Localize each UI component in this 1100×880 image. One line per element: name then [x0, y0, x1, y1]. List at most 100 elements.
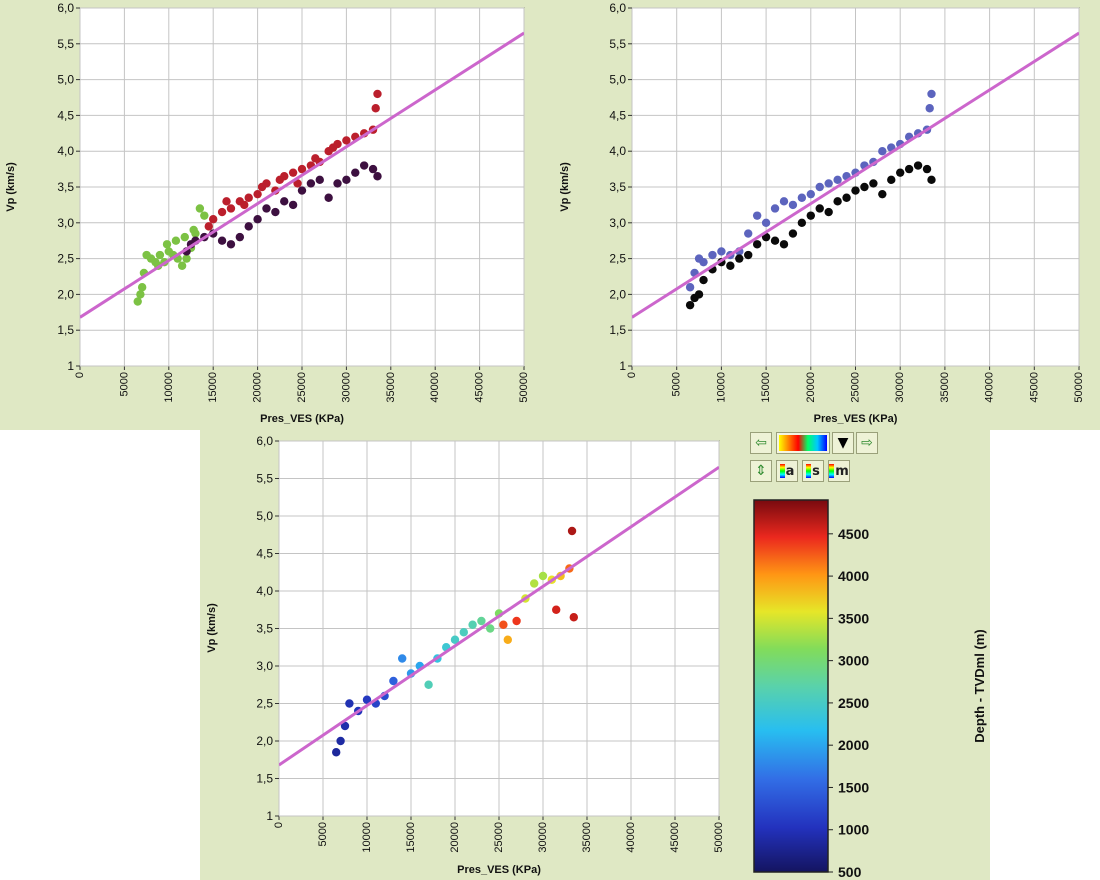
data-point-green [162, 240, 172, 249]
data-point-green [195, 204, 205, 213]
arrow-left-icon[interactable]: ⇦ [750, 432, 772, 454]
data-point-red [342, 136, 351, 145]
x-tick-label: 35000 [581, 822, 593, 853]
data-point-blue [752, 211, 762, 220]
data-point-dark [262, 204, 271, 213]
x-axis-label: Pres_VES (KPa) [814, 413, 898, 425]
color-mode-m-button[interactable]: m [828, 460, 850, 482]
data-point-red [297, 164, 307, 174]
data-point [567, 526, 577, 536]
data-point-dark [359, 161, 369, 170]
data-point-red [253, 189, 262, 199]
colorbar-tick-label: 3000 [838, 653, 869, 669]
y-tick-label: 3,5 [256, 622, 273, 636]
chart-3: 0 5000 10000 15000 20000 25000 30000 35000 40000… [206, 434, 725, 876]
y-tick-label: 4,0 [57, 144, 74, 158]
data-point-black [869, 179, 878, 188]
data-point-black [779, 240, 789, 249]
data-point [538, 571, 548, 581]
colorbar-tick-label: 4500 [838, 526, 869, 542]
x-tick-label: 15000 [207, 372, 219, 403]
y-tick-label: 6,0 [609, 1, 626, 15]
data-point-blue [761, 218, 771, 227]
color-mode-a-button[interactable]: a [776, 460, 798, 482]
data-point [499, 620, 508, 629]
data-point [512, 616, 521, 626]
colorbar-toolbar: ⇦ ▼ ⇨ ⇕ a s m [748, 430, 882, 488]
y-tick-label: 2,0 [57, 287, 74, 301]
data-point [332, 748, 341, 757]
data-point-black [833, 197, 842, 206]
data-point-black [913, 161, 923, 170]
y-tick-label: 5,0 [609, 73, 626, 87]
x-tick-label: 45000 [1028, 372, 1040, 403]
triangle-down-icon[interactable]: ▼ [832, 432, 854, 454]
y-axis-label: Vp (km/s) [206, 603, 218, 653]
y-tick-label: 3,5 [57, 180, 74, 194]
data-point-red [280, 172, 289, 181]
x-tick-label: 0 [626, 372, 638, 378]
data-point-blue [717, 247, 726, 256]
data-point-black [770, 236, 780, 245]
y-tick-label: 1,5 [57, 323, 74, 337]
x-tick-label: 10000 [163, 372, 175, 403]
x-tick-label: 25000 [850, 372, 862, 403]
x-tick-label: 45000 [474, 372, 486, 403]
arrow-updown-icon[interactable]: ⇕ [750, 460, 772, 482]
x-tick-label: 0 [74, 372, 86, 378]
x-tick-label: 20000 [252, 372, 264, 403]
y-tick-label: 4,5 [609, 108, 626, 122]
data-point-dark [235, 232, 245, 242]
data-point-black [922, 164, 932, 174]
x-tick-label: 5000 [118, 372, 130, 396]
data-point-blue [770, 204, 780, 213]
data-point-red [373, 89, 382, 99]
trend-line [632, 31, 1079, 319]
y-tick-label: 5,5 [256, 472, 273, 486]
data-point-black [744, 250, 753, 260]
y-tick-label: 5,0 [57, 73, 74, 87]
data-point [362, 695, 372, 704]
data-point-blue [806, 189, 815, 199]
data-point-green [189, 225, 198, 235]
y-tick-label: 4,0 [256, 584, 273, 598]
data-point-black [788, 229, 798, 238]
x-tick-label: 50000 [1073, 372, 1085, 403]
data-point-red [288, 168, 298, 177]
data-point-green [177, 261, 187, 270]
data-point-red [240, 200, 249, 210]
data-point-black [699, 275, 708, 285]
y-tick-label: 1 [619, 359, 626, 373]
data-point-red [209, 215, 218, 224]
data-point-dark [342, 175, 351, 185]
data-point-dark [253, 215, 262, 224]
data-point-blue [744, 229, 753, 238]
data-point-green [155, 250, 165, 260]
data-point-dark [271, 207, 280, 217]
x-tick-label: 15000 [405, 822, 417, 853]
data-point-green [171, 236, 181, 245]
x-axis-label: Pres_VES (KPa) [260, 413, 344, 425]
color-mode-s-button[interactable]: s [802, 460, 824, 482]
arrow-right-icon[interactable]: ⇨ [856, 432, 878, 454]
data-point-black [815, 204, 824, 213]
data-point-dark [217, 236, 227, 245]
data-point [486, 624, 495, 633]
data-point [468, 620, 477, 629]
data-point-black [887, 175, 896, 185]
colorbar-tick-label: 2000 [838, 737, 869, 753]
y-tick-label: 3,0 [609, 216, 626, 230]
data-point [569, 613, 578, 622]
x-tick-label: 50000 [518, 372, 530, 403]
data-point-dark [368, 164, 378, 174]
data-point [530, 579, 539, 588]
x-tick-label: 25000 [296, 372, 308, 403]
x-tick-label: 40000 [625, 822, 637, 853]
data-point-black [824, 207, 833, 217]
data-point-dark [333, 179, 342, 188]
y-axis-label: Vp (km/s) [559, 162, 571, 212]
x-tick-label: 25000 [493, 822, 505, 853]
data-point [336, 736, 345, 746]
color-palette-selector[interactable] [776, 432, 830, 454]
y-tick-label: 3,0 [57, 216, 74, 230]
